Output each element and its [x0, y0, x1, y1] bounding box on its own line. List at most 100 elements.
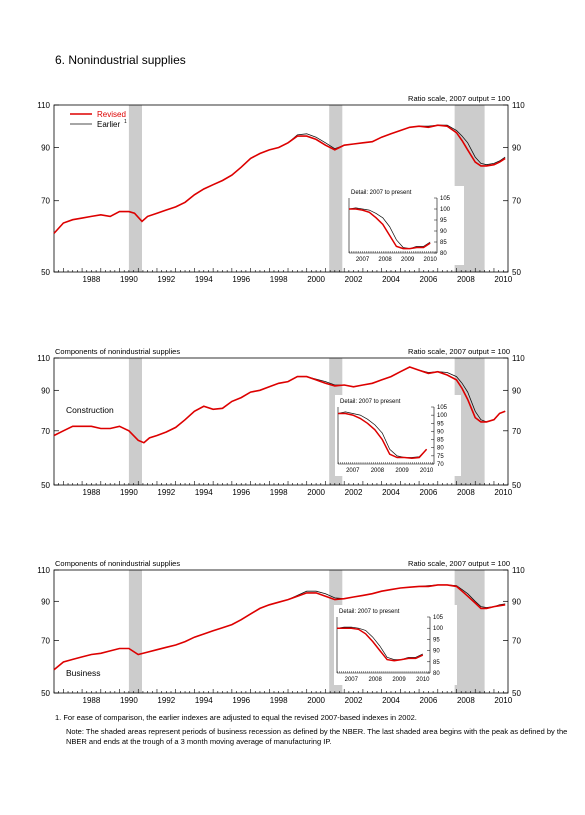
- inset-title: Detail: 2007 to present: [351, 190, 412, 196]
- scale-label: Ratio scale, 2007 output = 100: [408, 347, 510, 356]
- x-tick-label: 1996: [232, 696, 250, 705]
- inset-y-tick-label: 85: [440, 240, 447, 246]
- x-tick-label: 1992: [157, 488, 175, 497]
- inset-revised-line: [338, 412, 428, 460]
- x-tick-label: 1998: [270, 696, 288, 705]
- inset-y-tick-label: 95: [433, 637, 440, 643]
- series-label: Business: [66, 668, 101, 678]
- inset-revised-line: [337, 627, 424, 662]
- inset-x-tick-label: 2007: [356, 257, 370, 263]
- inset-x-tick-label: 2010: [416, 677, 430, 683]
- y-tick-label: 70: [41, 637, 50, 646]
- recession-band: [454, 570, 485, 693]
- inset-y-tick-label: 100: [437, 413, 448, 419]
- inset-x-tick-label: 2007: [345, 677, 359, 683]
- y-tick-label: 110: [37, 566, 50, 575]
- y-tick-label: 110: [512, 566, 525, 575]
- x-tick-label: 1996: [232, 488, 250, 497]
- x-tick-label: 2004: [382, 488, 400, 497]
- x-tick-label: 2010: [494, 488, 512, 497]
- x-tick-label: 1994: [195, 488, 213, 497]
- footnote: 1. For ease of comparison, the earlier i…: [55, 713, 417, 722]
- x-tick-label: 2004: [382, 696, 400, 705]
- x-tick-label: 1988: [83, 488, 101, 497]
- inset-x-tick-label: 2009: [401, 257, 415, 263]
- inset-earlier-line: [337, 411, 427, 458]
- x-tick-label: 1994: [195, 696, 213, 705]
- x-tick-label: 1992: [157, 696, 175, 705]
- y-tick-label: 70: [512, 637, 521, 646]
- y-tick-label: 90: [41, 597, 50, 606]
- inset-title: Detail: 2007 to present: [340, 399, 401, 405]
- x-tick-label: 2006: [420, 696, 438, 705]
- inset-y-tick-label: 90: [437, 429, 444, 435]
- inset-y-tick-label: 105: [440, 196, 451, 202]
- revised-line: [53, 366, 506, 444]
- legend-label-revised: Revised: [97, 110, 126, 119]
- inset-y-tick-label: 80: [437, 446, 444, 452]
- x-tick-label: 2008: [457, 488, 475, 497]
- inset-y-tick-label: 105: [433, 615, 444, 621]
- y-tick-label: 90: [512, 144, 521, 153]
- inset-revised-line: [349, 208, 431, 250]
- inset-y-tick-label: 105: [437, 405, 448, 411]
- scale-label: Ratio scale, 2007 output = 100: [408, 94, 510, 103]
- x-tick-label: 2000: [307, 275, 325, 284]
- inset-x-tick-label: 2007: [346, 468, 360, 474]
- x-tick-label: 1990: [120, 696, 138, 705]
- y-tick-label: 70: [512, 427, 521, 436]
- inset-y-tick-label: 100: [440, 207, 451, 213]
- page-title: 6. Nonindustrial supplies: [55, 53, 186, 67]
- x-tick-label: 2006: [420, 275, 438, 284]
- x-tick-label: 2008: [457, 275, 475, 284]
- legend-footnote-mark: 1: [124, 119, 127, 125]
- y-tick-label: 110: [512, 101, 525, 110]
- x-tick-label: 1998: [270, 275, 288, 284]
- y-tick-label: 90: [41, 386, 50, 395]
- y-tick-label: 110: [37, 354, 50, 363]
- recession-band: [329, 105, 343, 272]
- scale-label: Ratio scale, 2007 output = 100: [408, 559, 510, 568]
- recession-band: [128, 358, 142, 485]
- inset-x-tick-label: 2010: [424, 257, 438, 263]
- x-tick-label: 2000: [307, 696, 325, 705]
- y-tick-label: 90: [512, 597, 521, 606]
- y-tick-label: 110: [37, 101, 50, 110]
- y-tick-label: 70: [41, 427, 50, 436]
- x-tick-label: 2008: [457, 696, 475, 705]
- inset-x-tick-label: 2008: [378, 257, 392, 263]
- inset-background: [334, 605, 457, 685]
- y-tick-label: 90: [512, 386, 521, 395]
- chart-panel-total: Ratio scale, 2007 output = 100 50 50 70 70 90…: [0, 78, 585, 284]
- y-tick-label: 50: [41, 481, 50, 490]
- plot-frame: [53, 569, 509, 694]
- x-tick-label: 1990: [120, 275, 138, 284]
- inset-x-tick-label: 2008: [371, 468, 385, 474]
- panel-subtitle: Components of nonindustrial supplies: [55, 559, 181, 568]
- y-tick-label: 90: [41, 144, 50, 153]
- x-tick-label: 2002: [345, 696, 363, 705]
- x-tick-label: 2004: [382, 275, 400, 284]
- y-tick-label: 70: [41, 197, 50, 206]
- x-tick-label: 2000: [307, 488, 325, 497]
- inset-y-tick-label: 90: [440, 229, 447, 235]
- inset-earlier-line: [336, 626, 423, 660]
- inset-x-tick-label: 2010: [420, 468, 434, 474]
- x-tick-label: 2002: [345, 275, 363, 284]
- inset-y-tick-label: 75: [437, 454, 444, 460]
- revised-line: [53, 124, 506, 234]
- plot-frame: [53, 357, 509, 486]
- recession-band: [128, 105, 142, 272]
- inset-y-tick-label: 85: [433, 660, 440, 666]
- recession-band: [128, 570, 142, 693]
- x-tick-label: 1990: [120, 488, 138, 497]
- inset-x-tick-label: 2009: [395, 468, 409, 474]
- chart-panel-business: Components of nonindustrial supplies Rati…: [0, 556, 585, 756]
- y-tick-label: 50: [41, 689, 50, 698]
- series-label: Construction: [66, 405, 114, 415]
- chart-panel-construction: Components of nonindustrial supplies Rati…: [0, 345, 585, 545]
- x-tick-label: 2010: [494, 696, 512, 705]
